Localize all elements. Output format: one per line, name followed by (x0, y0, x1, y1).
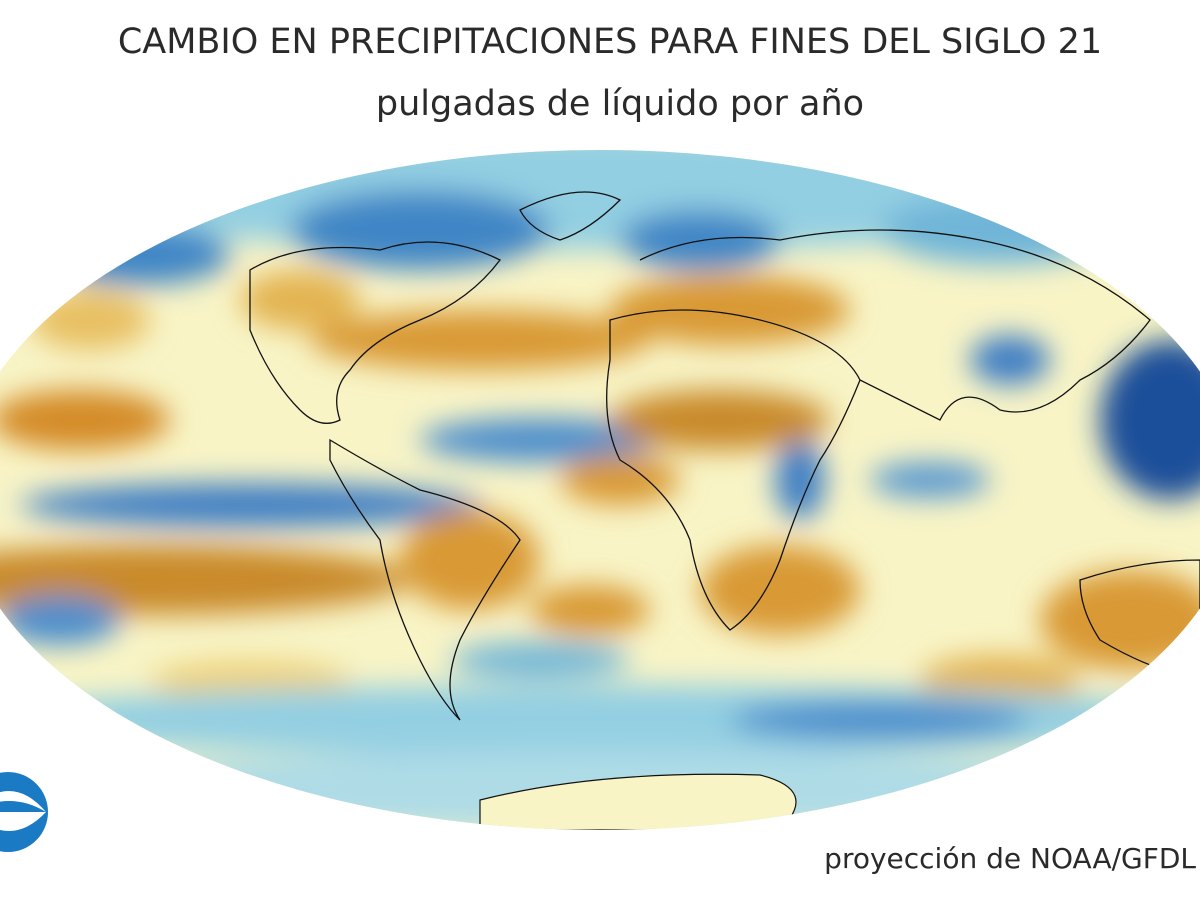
precipitation-field (0, 150, 1200, 830)
noaa-logo (0, 772, 48, 852)
subtitle: pulgadas de líquido por año (375, 84, 865, 124)
title: CAMBIO EN PRECIPITACIONES PARA FINES DEL… (117, 22, 1103, 62)
credit: proyección de NOAA/GFDL (824, 842, 1196, 875)
